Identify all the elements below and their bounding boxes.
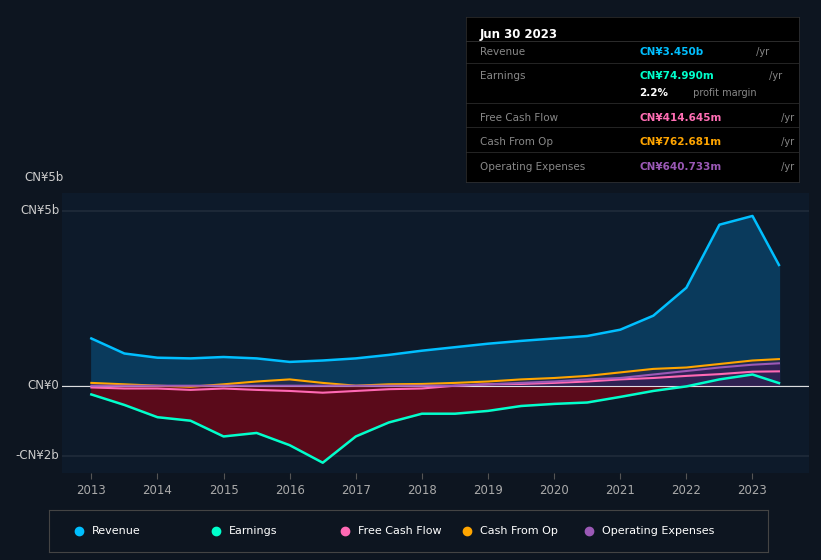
Text: Free Cash Flow: Free Cash Flow bbox=[479, 113, 557, 123]
Text: Revenue: Revenue bbox=[92, 526, 141, 535]
Text: CN¥414.645m: CN¥414.645m bbox=[640, 113, 722, 123]
Text: Operating Expenses: Operating Expenses bbox=[479, 162, 585, 172]
Text: /yr: /yr bbox=[778, 113, 795, 123]
Text: profit margin: profit margin bbox=[690, 88, 756, 98]
Text: Free Cash Flow: Free Cash Flow bbox=[358, 526, 442, 535]
Text: Cash From Op: Cash From Op bbox=[479, 137, 553, 147]
Text: Revenue: Revenue bbox=[479, 46, 525, 57]
Text: CN¥74.990m: CN¥74.990m bbox=[640, 71, 714, 81]
Text: 2.2%: 2.2% bbox=[640, 88, 668, 98]
Text: /yr: /yr bbox=[778, 162, 795, 172]
Text: Earnings: Earnings bbox=[479, 71, 525, 81]
Text: Jun 30 2023: Jun 30 2023 bbox=[479, 29, 557, 41]
Text: Operating Expenses: Operating Expenses bbox=[603, 526, 715, 535]
Text: CN¥0: CN¥0 bbox=[28, 379, 59, 392]
Text: CN¥5b: CN¥5b bbox=[20, 204, 59, 217]
Text: CN¥762.681m: CN¥762.681m bbox=[640, 137, 722, 147]
Text: Cash From Op: Cash From Op bbox=[480, 526, 558, 535]
Text: Earnings: Earnings bbox=[229, 526, 277, 535]
Text: -CN¥2b: -CN¥2b bbox=[16, 449, 59, 462]
Text: CN¥640.733m: CN¥640.733m bbox=[640, 162, 722, 172]
Text: CN¥5b: CN¥5b bbox=[25, 171, 64, 184]
Text: CN¥3.450b: CN¥3.450b bbox=[640, 46, 704, 57]
Text: /yr: /yr bbox=[753, 46, 769, 57]
Text: /yr: /yr bbox=[766, 71, 782, 81]
Text: /yr: /yr bbox=[778, 137, 795, 147]
